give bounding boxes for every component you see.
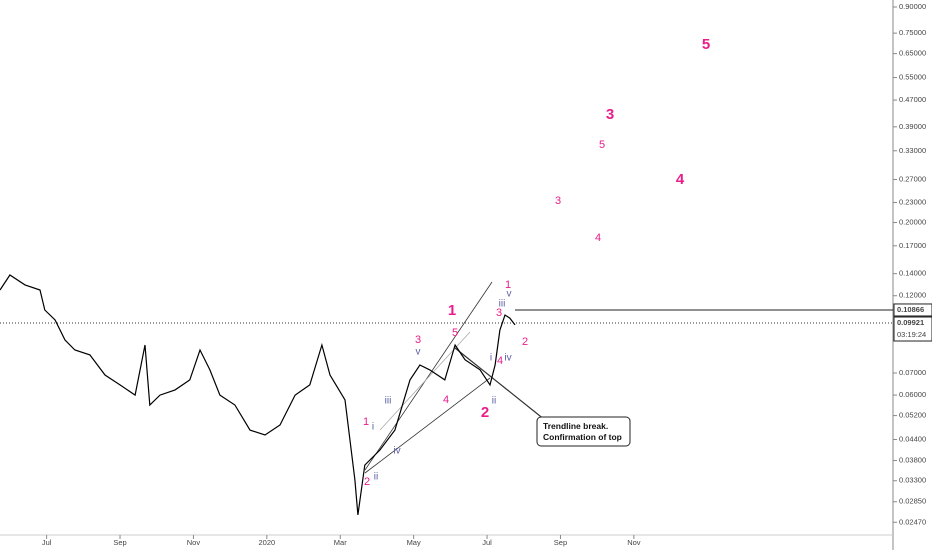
wave-label: v xyxy=(416,347,421,358)
y-tick-label: 0.02850 xyxy=(899,497,926,506)
y-tick-label: 0.03800 xyxy=(899,456,926,465)
level-label: 0.10866 xyxy=(897,305,924,314)
wave-label: iii xyxy=(499,299,506,310)
wave-label: iii xyxy=(385,396,392,407)
y-tick-label: 0.02470 xyxy=(899,517,926,526)
x-tick-label: Sep xyxy=(554,538,567,547)
level-tag xyxy=(893,303,932,317)
x-tick-label: Nov xyxy=(627,538,641,547)
wave-label: v xyxy=(507,289,512,300)
wave-label: 2 xyxy=(522,336,528,348)
y-tick-label: 0.75000 xyxy=(899,28,926,37)
x-tick-label: Jul xyxy=(482,538,492,547)
x-tick-label: Mar xyxy=(334,538,347,547)
callout-text: Confirmation of top xyxy=(543,432,622,442)
wave-label: 4 xyxy=(595,232,601,244)
wave-label: 4 xyxy=(443,394,449,406)
wave-label: 3 xyxy=(606,106,614,123)
x-tick-label: Jul xyxy=(42,538,52,547)
wave-label: 1 xyxy=(363,416,369,428)
channel-upper xyxy=(364,281,493,471)
y-tick-label: 0.06000 xyxy=(899,390,926,399)
wave-label: 2 xyxy=(481,404,489,421)
y-tick-label: 0.33000 xyxy=(899,146,926,155)
x-tick-label: Nov xyxy=(187,538,201,547)
callout-pointer xyxy=(454,347,546,421)
x-tick-label: Sep xyxy=(113,538,126,547)
wave-label: 5 xyxy=(702,36,710,53)
wave-label: 4 xyxy=(497,355,503,367)
x-tick-label: 2020 xyxy=(258,538,275,547)
y-tick-label: 0.27000 xyxy=(899,175,926,184)
y-tick-label: 0.23000 xyxy=(899,197,926,206)
wave-label: ii xyxy=(492,396,496,407)
last-price-tag xyxy=(893,316,932,342)
wave-label: 5 xyxy=(599,139,605,151)
y-tick-label: 0.17000 xyxy=(899,241,926,250)
y-tick-label: 0.55000 xyxy=(899,73,926,82)
y-tick-label: 0.39000 xyxy=(899,122,926,131)
y-tick-label: 0.12000 xyxy=(899,291,926,300)
y-tick-label: 0.90000 xyxy=(899,2,926,11)
wave-label: 5 xyxy=(452,327,458,339)
callout-box xyxy=(536,416,631,447)
wave-label: 1 xyxy=(505,279,511,291)
callout-text: Trendline break. xyxy=(543,421,608,431)
wave-label: 2 xyxy=(364,476,370,488)
x-tick-label: May xyxy=(407,538,421,547)
y-tick-label: 0.03300 xyxy=(899,476,926,485)
countdown: 03:19:24 xyxy=(897,330,926,339)
y-tick-label: 0.20000 xyxy=(899,218,926,227)
wave-label: ii xyxy=(374,472,378,483)
last-price-label: 0.09921 xyxy=(897,318,924,327)
wave-label: 4 xyxy=(676,171,685,188)
price-line xyxy=(0,274,516,515)
y-tick-label: 0.47000 xyxy=(899,95,926,104)
channel-lower xyxy=(364,377,491,474)
y-tick-label: 0.14000 xyxy=(899,269,926,278)
y-tick-label: 0.04400 xyxy=(899,435,926,444)
y-tick-label: 0.07000 xyxy=(899,368,926,377)
wave-label: 1 xyxy=(448,302,456,319)
y-tick-label: 0.65000 xyxy=(899,49,926,58)
y-tick-label: 0.05200 xyxy=(899,411,926,420)
wave-label: 3 xyxy=(555,195,561,207)
wave-label: i xyxy=(490,353,492,364)
wave-label: i xyxy=(372,422,374,433)
wave-label: iv xyxy=(504,353,511,364)
wave-label: iv xyxy=(393,446,400,457)
wave-label: 3 xyxy=(415,334,421,346)
wave-label: 3 xyxy=(496,307,502,319)
